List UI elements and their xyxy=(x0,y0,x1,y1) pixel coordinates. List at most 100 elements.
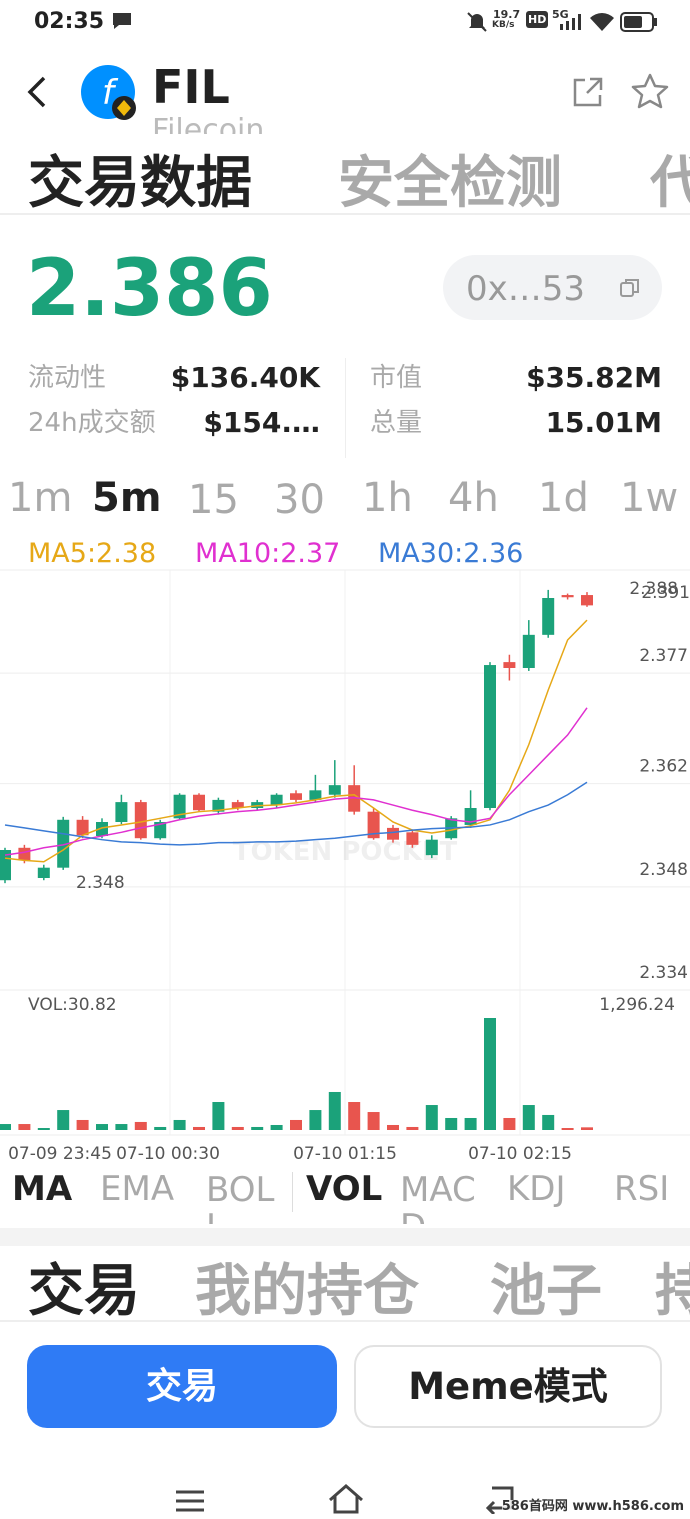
candle-body xyxy=(387,827,399,840)
token-logo: f xyxy=(81,65,136,120)
volume-bar xyxy=(328,1091,341,1130)
candle-body xyxy=(0,850,11,881)
indicator[interactable]: VOL xyxy=(306,1169,383,1209)
tab[interactable]: 代 xyxy=(650,151,690,216)
candle-body xyxy=(212,799,225,812)
speed: 19.7 xyxy=(493,8,521,21)
bottom-tab-active[interactable]: 交易 xyxy=(28,1259,140,1324)
bottom-tab[interactable]: 我的持仓 xyxy=(195,1259,419,1324)
candle-body xyxy=(367,811,380,839)
volume-bar xyxy=(425,1105,438,1130)
interval[interactable]: 1w xyxy=(620,475,679,521)
candle-body xyxy=(581,595,593,606)
tab-active[interactable]: 交易数据 xyxy=(28,151,252,216)
y-tick-label: 2.391 xyxy=(641,583,690,603)
candle-body xyxy=(561,595,574,598)
network: 5G xyxy=(552,8,569,21)
ma-legend: MA10:2.37 xyxy=(195,538,341,569)
bottom-tab[interactable]: 持 xyxy=(655,1259,690,1324)
address-pill[interactable] xyxy=(443,255,662,320)
ma-line xyxy=(4,619,588,863)
share-button[interactable] xyxy=(570,74,606,110)
candle-body xyxy=(309,790,322,800)
candle-body xyxy=(503,662,516,668)
candle-body xyxy=(406,832,419,845)
volume-bar xyxy=(0,1124,11,1130)
volume-bar xyxy=(561,1128,574,1130)
hd-badge: HD xyxy=(526,11,549,28)
volume-bar xyxy=(522,1105,535,1130)
volume-bar xyxy=(193,1126,205,1130)
indicator[interactable]: RSI xyxy=(614,1169,670,1209)
candle-body xyxy=(290,793,302,800)
volume-bar xyxy=(76,1119,89,1130)
volume-bar xyxy=(57,1110,70,1130)
interval[interactable]: 5m xyxy=(92,475,162,521)
candle-body xyxy=(76,819,89,836)
chat-icon xyxy=(113,13,131,29)
volume-bar xyxy=(542,1114,555,1130)
volume-bar xyxy=(387,1124,399,1130)
bottom-tab[interactable]: 池子 xyxy=(490,1259,602,1324)
interval[interactable]: 1m xyxy=(8,475,73,521)
volume-bar xyxy=(503,1117,516,1130)
volume-bar xyxy=(154,1126,167,1130)
y-tick-label: 2.362 xyxy=(639,757,688,777)
vol-tick-label: 1,296.24 xyxy=(599,995,675,1015)
trade-button[interactable]: 交易 xyxy=(27,1345,337,1428)
volume-bar xyxy=(309,1110,322,1130)
candle-body xyxy=(96,822,108,836)
volume-bar xyxy=(445,1117,458,1130)
candle-body xyxy=(270,794,283,806)
menu-nav[interactable] xyxy=(172,1486,208,1516)
copy-icon[interactable] xyxy=(618,276,642,300)
tab[interactable]: 安全检测 xyxy=(338,151,562,216)
y-tick-label: 2.334 xyxy=(639,963,688,983)
home-nav[interactable] xyxy=(326,1482,366,1516)
candle-body xyxy=(484,665,496,808)
volume-bar xyxy=(134,1121,147,1130)
stat-label: 流动性 xyxy=(28,363,107,393)
stat-value: 15.01M xyxy=(545,406,662,439)
indicator[interactable]: BOLL xyxy=(206,1172,275,1224)
ma-legend: MA30:2.36 xyxy=(378,538,524,569)
x-tick-label: 07-10 02:15 xyxy=(468,1144,572,1164)
volume-bar xyxy=(96,1124,108,1130)
interval[interactable]: 1d xyxy=(538,475,589,521)
indicator[interactable]: MACD xyxy=(400,1172,476,1224)
ma-legend: MA5:2.38 xyxy=(28,538,157,569)
stats-separator xyxy=(345,358,346,458)
volume-bar xyxy=(406,1126,419,1130)
x-tick-label: 07-09 23:45 xyxy=(8,1144,112,1164)
signal-icon xyxy=(560,14,581,30)
interval[interactable]: 15m xyxy=(188,478,239,528)
candle-body xyxy=(425,839,438,856)
mute-icon xyxy=(467,12,487,32)
candle-body xyxy=(57,819,70,868)
divider xyxy=(0,213,690,215)
stat-value: $35.82M xyxy=(526,361,662,394)
y-tick-label: 2.348 xyxy=(639,860,688,880)
section-gap xyxy=(0,1228,690,1246)
interval[interactable]: 1h xyxy=(362,475,413,521)
volume-bar xyxy=(173,1119,186,1130)
vol-label: VOL:30.82 xyxy=(28,995,117,1015)
ma-line xyxy=(4,781,588,846)
indicator[interactable]: MA xyxy=(12,1169,73,1209)
indicator[interactable]: KDJ xyxy=(507,1169,566,1209)
candle-body xyxy=(154,822,167,839)
back-nav[interactable] xyxy=(482,1484,518,1514)
stat-label: 24h成交额 xyxy=(28,408,156,438)
min-label: 2.348 xyxy=(76,873,125,893)
last-price-label: 2.388 xyxy=(629,579,678,599)
favorite-button[interactable] xyxy=(630,72,670,112)
indicator[interactable]: EMA xyxy=(100,1169,175,1209)
volume-bar xyxy=(484,1018,496,1130)
back-button[interactable] xyxy=(24,74,54,110)
interval[interactable]: 4h xyxy=(448,475,499,521)
status-time: 02:35 xyxy=(34,9,105,34)
interval[interactable]: 30m xyxy=(274,478,325,528)
meme-button[interactable]: Meme模式 xyxy=(354,1345,662,1428)
